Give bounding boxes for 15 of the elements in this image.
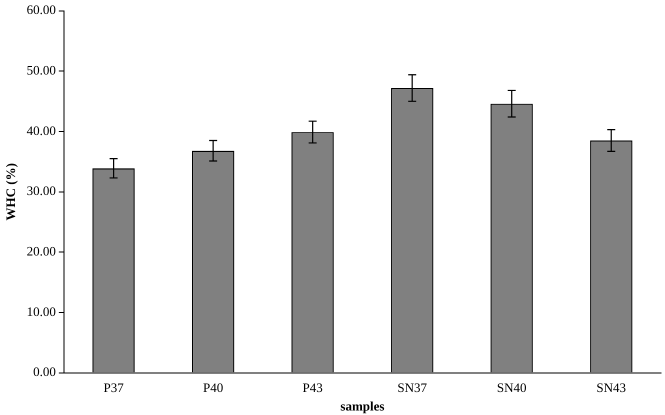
y-tick-label: 60.00: [26, 2, 56, 18]
y-tick-label: 20.00: [26, 244, 56, 259]
y-tick-label: 40.00: [26, 122, 56, 138]
x-tick-label: P40: [203, 380, 224, 396]
x-tick-label: P43: [302, 380, 323, 396]
y-tick-label: 50.00: [26, 62, 56, 78]
x-axis-title: samples: [340, 398, 384, 414]
y-axis-title: WHC (%): [3, 163, 18, 221]
x-tick-label: SN43: [596, 380, 626, 396]
x-tick-label: SN40: [496, 380, 527, 396]
y-tick-label: 10.00: [26, 304, 56, 319]
x-tick-label: SN37: [397, 380, 428, 396]
x-tick-label: P37: [103, 380, 124, 396]
y-tick-label: 30.00: [26, 183, 56, 198]
y-tick-label: 0.00: [33, 364, 56, 380]
